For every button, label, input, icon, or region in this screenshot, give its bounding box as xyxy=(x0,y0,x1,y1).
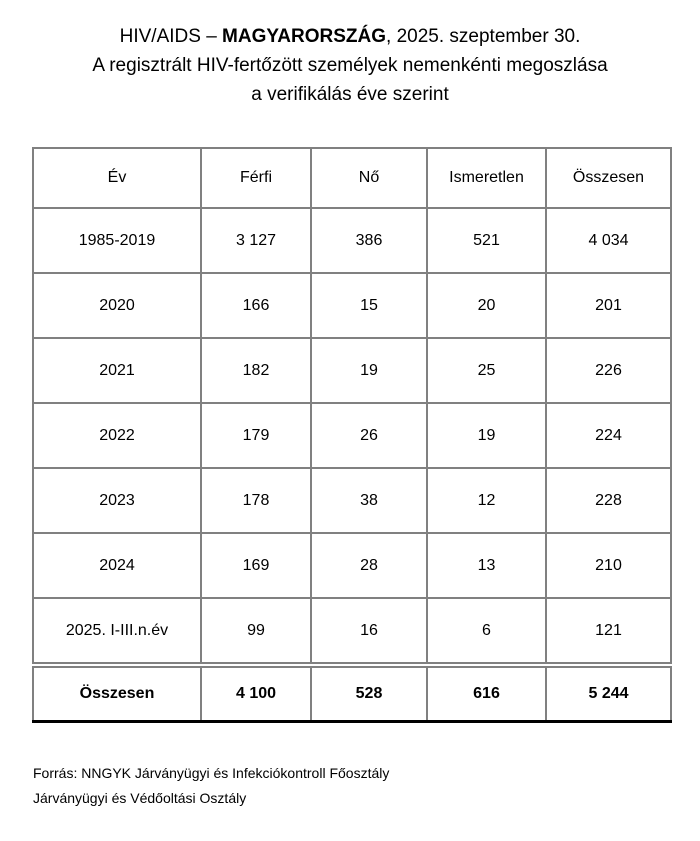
cell-female: 26 xyxy=(310,402,428,469)
title-line-1: HIV/AIDS – MAGYARORSZÁG, 2025. szeptembe… xyxy=(0,22,700,51)
title-date: , 2025. szeptember 30. xyxy=(386,26,581,47)
cell-total: 224 xyxy=(545,402,672,469)
cell-year: 2024 xyxy=(32,532,202,599)
title-subtitle-line-1: A regisztrált HIV-fertőzött személyek ne… xyxy=(92,55,608,76)
cell-unknown: 19 xyxy=(426,402,547,469)
cell-total: 121 xyxy=(545,597,672,666)
cell-male: 99 xyxy=(200,597,312,666)
cell-year: 2023 xyxy=(32,467,202,534)
cell-unknown: 521 xyxy=(426,207,547,274)
total-female: 528 xyxy=(310,662,428,723)
cell-total: 226 xyxy=(545,337,672,404)
table-row: 2025. I-III.n.év 99 16 6 121 xyxy=(32,597,672,666)
cell-female: 16 xyxy=(310,597,428,666)
cell-female: 386 xyxy=(310,207,428,274)
table-row: 2022 179 26 19 224 xyxy=(32,402,672,469)
title-country: MAGYARORSZÁG xyxy=(222,26,387,47)
header-male: Férfi xyxy=(200,147,312,209)
cell-year: 2022 xyxy=(32,402,202,469)
source-line-1: Forrás: NNGYK Járványügyi és Infekciókon… xyxy=(33,765,390,781)
cell-year: 2021 xyxy=(32,337,202,404)
document-title-block: HIV/AIDS – MAGYARORSZÁG, 2025. szeptembe… xyxy=(0,0,700,109)
cell-female: 19 xyxy=(310,337,428,404)
cell-unknown: 13 xyxy=(426,532,547,599)
cell-unknown: 12 xyxy=(426,467,547,534)
header-unknown: Ismeretlen xyxy=(426,147,547,209)
header-female: Nő xyxy=(310,147,428,209)
cell-female: 15 xyxy=(310,272,428,339)
cell-male: 3 127 xyxy=(200,207,312,274)
table-row: 2021 182 19 25 226 xyxy=(32,337,672,404)
title-subtitle-line-2: a verifikálás éve szerint xyxy=(251,84,449,105)
total-unknown: 616 xyxy=(426,662,547,723)
cell-unknown: 6 xyxy=(426,597,547,666)
cell-male: 182 xyxy=(200,337,312,404)
cell-total: 228 xyxy=(545,467,672,534)
table-row: 2024 169 28 13 210 xyxy=(32,532,672,599)
cell-unknown: 25 xyxy=(426,337,547,404)
cell-male: 169 xyxy=(200,532,312,599)
cell-year: 2020 xyxy=(32,272,202,339)
header-total: Összesen xyxy=(545,147,672,209)
total-male: 4 100 xyxy=(200,662,312,723)
cell-total: 4 034 xyxy=(545,207,672,274)
cell-year: 2025. I-III.n.év xyxy=(32,597,202,666)
table-row: 2020 166 15 20 201 xyxy=(32,272,672,339)
table-row: 2023 178 38 12 228 xyxy=(32,467,672,534)
header-year: Év xyxy=(32,147,202,209)
cell-male: 178 xyxy=(200,467,312,534)
source-line-2: Járványügyi és Védőoltási Osztály xyxy=(33,790,247,806)
cell-male: 179 xyxy=(200,402,312,469)
cell-unknown: 20 xyxy=(426,272,547,339)
table-total-row: Összesen 4 100 528 616 5 244 xyxy=(32,662,672,723)
total-label: Összesen xyxy=(32,662,202,723)
source-note: Forrás: NNGYK Járványügyi és Infekciókon… xyxy=(33,761,700,811)
table-row: 1985-2019 3 127 386 521 4 034 xyxy=(32,207,672,274)
cell-female: 28 xyxy=(310,532,428,599)
cell-year: 1985-2019 xyxy=(32,207,202,274)
cell-male: 166 xyxy=(200,272,312,339)
cell-total: 201 xyxy=(545,272,672,339)
cell-total: 210 xyxy=(545,532,672,599)
hiv-statistics-table: Év Férfi Nő Ismeretlen Összesen 1985-201… xyxy=(32,147,672,723)
title-prefix: HIV/AIDS – xyxy=(119,26,223,47)
cell-female: 38 xyxy=(310,467,428,534)
total-overall: 5 244 xyxy=(545,662,672,723)
table-header-row: Év Férfi Nő Ismeretlen Összesen xyxy=(32,147,672,209)
